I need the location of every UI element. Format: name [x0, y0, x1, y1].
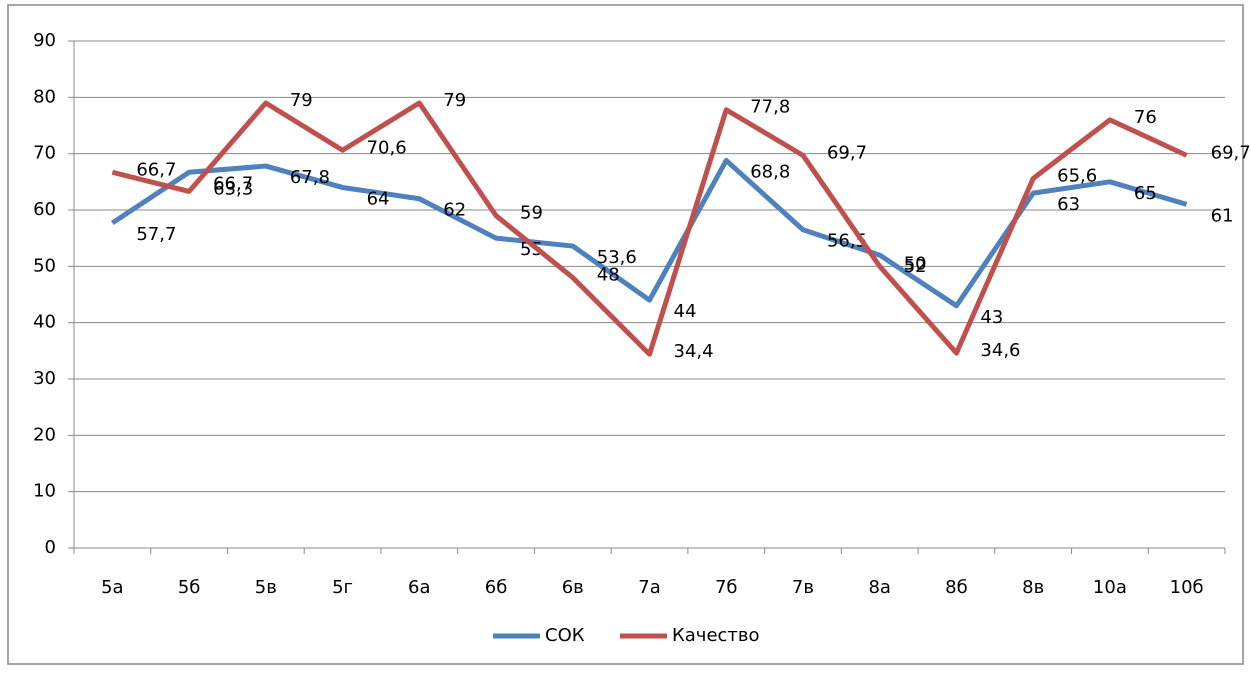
series-line	[111, 100, 1188, 357]
y-tick-label: 30	[33, 368, 56, 389]
legend-label: СОК	[545, 625, 585, 646]
data-label: 59	[520, 203, 543, 224]
data-label: 57,7	[136, 224, 176, 245]
data-label: 52	[904, 256, 927, 277]
data-label: 65	[1134, 183, 1157, 204]
x-tick-label: 7б	[715, 577, 738, 598]
chart-border	[7, 4, 1244, 665]
y-tick-label: 40	[33, 312, 56, 333]
data-label: 69,7	[1211, 142, 1251, 163]
y-tick-label: 60	[33, 199, 56, 220]
x-tick-label: 10а	[1093, 577, 1127, 598]
x-tick-label: 7в	[792, 577, 814, 598]
data-label: 64	[367, 188, 390, 209]
data-label: 66,7	[136, 159, 176, 180]
data-label: 44	[674, 301, 697, 322]
x-tick-label: 5б	[178, 577, 201, 598]
data-label: 67,8	[290, 167, 330, 188]
data-label: 68,8	[750, 161, 790, 182]
legend-label: Качество	[672, 625, 760, 646]
x-tick-label: 6а	[408, 577, 430, 598]
x-tick-label: 5в	[255, 577, 277, 598]
data-label: 34,6	[980, 340, 1020, 361]
data-label: 63	[1057, 194, 1080, 215]
data-label: 53,6	[597, 247, 637, 268]
data-label: 34,4	[674, 341, 714, 362]
data-label: 66,7	[213, 173, 253, 194]
data-label: 55	[520, 239, 543, 260]
data-label: 62	[443, 200, 466, 221]
y-tick-label: 70	[33, 143, 56, 164]
x-tick-label: 8б	[945, 577, 968, 598]
y-tick-label: 80	[33, 86, 56, 107]
x-tick-label: 8в	[1022, 577, 1044, 598]
data-label: 65,6	[1057, 165, 1097, 186]
data-label: 69,7	[827, 142, 867, 163]
x-tick-label: 10б	[1170, 577, 1204, 598]
data-label: 76	[1134, 107, 1157, 128]
y-tick-label: 0	[45, 537, 56, 558]
y-tick-label: 50	[33, 255, 56, 276]
x-tick-label: 6б	[485, 577, 508, 598]
data-label: 61	[1211, 205, 1234, 226]
data-label: 70,6	[367, 137, 407, 158]
data-label: 48	[597, 265, 620, 286]
x-tick-label: 7а	[638, 577, 660, 598]
x-tick-label: 6в	[562, 577, 584, 598]
data-label: 43	[980, 307, 1003, 328]
y-tick-label: 90	[33, 30, 56, 51]
x-tick-label: 8а	[868, 577, 890, 598]
data-label: 63,3	[213, 178, 253, 199]
y-tick-label: 10	[33, 481, 56, 502]
data-label: 50	[904, 253, 927, 274]
x-tick-label: 5г	[332, 577, 353, 598]
data-label: 77,8	[750, 97, 790, 118]
data-label: 79	[290, 90, 313, 111]
y-tick-label: 20	[33, 424, 56, 445]
x-tick-label: 5а	[101, 577, 123, 598]
data-label: 79	[443, 90, 466, 111]
